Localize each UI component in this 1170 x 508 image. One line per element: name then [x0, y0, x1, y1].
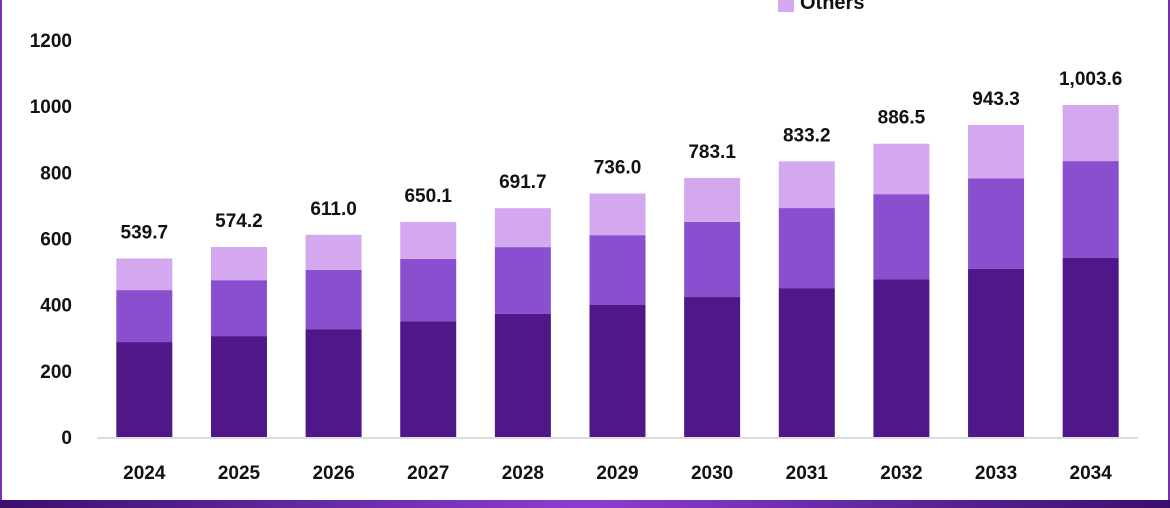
bar-segment-series-2 [210, 280, 267, 337]
bar-segment-series-1 [1062, 258, 1119, 437]
bar-segment-others [968, 124, 1025, 179]
bar-segment-series-1 [684, 297, 741, 437]
bar-segment-series-2 [305, 269, 362, 330]
bar-segment-series-1 [494, 313, 551, 437]
bar-segment-series-2 [778, 208, 835, 289]
bar-segment-others [305, 234, 362, 270]
total-data-label: 886.5 [878, 108, 926, 129]
y-tick-label: 800 [40, 163, 72, 184]
x-tick-label: 2032 [880, 463, 922, 484]
bar-segment-series-2 [494, 247, 551, 314]
x-tick-label: 2033 [975, 463, 1017, 484]
bar-segment-others [116, 258, 173, 291]
bar-segment-others [778, 161, 835, 209]
x-tick-label: 2029 [596, 463, 638, 484]
total-data-label: 611.0 [310, 199, 357, 220]
bar-segment-series-1 [968, 268, 1025, 437]
total-data-label: 650.1 [404, 186, 452, 207]
bar-segment-others [873, 143, 930, 195]
bar-segment-series-1 [305, 329, 362, 437]
bar-segment-others [589, 193, 646, 236]
y-tick-label: 600 [40, 230, 72, 251]
total-data-label: 691.7 [499, 172, 547, 193]
total-data-label: 539.7 [121, 222, 169, 243]
y-tick-label: 1000 [30, 97, 72, 118]
bar-segment-others [1062, 104, 1119, 162]
bar-segment-others [684, 177, 741, 222]
total-data-label: 1,003.6 [1059, 69, 1122, 90]
bar-segment-series-1 [116, 342, 173, 437]
bar-segment-series-2 [873, 194, 930, 280]
x-tick-label: 2027 [407, 463, 449, 484]
y-tick-label: 400 [40, 296, 72, 317]
legend-swatch-others [778, 0, 794, 12]
y-tick-label: 1200 [30, 31, 72, 52]
bar-segment-series-1 [400, 321, 457, 437]
bar-segment-series-1 [589, 304, 646, 437]
x-tick-label: 2034 [1070, 463, 1113, 484]
x-tick-label: 2025 [218, 463, 261, 484]
total-data-label: 943.3 [972, 89, 1020, 110]
x-tick-label: 2026 [312, 463, 354, 484]
bottom-strip [0, 500, 1170, 508]
x-tick-label: 2031 [786, 463, 829, 484]
total-data-label: 833.2 [783, 125, 831, 146]
legend: Others [778, 0, 864, 15]
x-tick-label: 2024 [123, 463, 166, 484]
y-tick-label: 200 [40, 362, 72, 383]
y-tick-label: 0 [61, 428, 72, 449]
bar-segment-series-2 [589, 235, 646, 305]
total-data-label: 574.2 [215, 211, 263, 232]
bar-segment-others [210, 247, 267, 281]
bar-segment-others [494, 208, 551, 248]
bar-segment-series-2 [968, 178, 1025, 269]
total-data-label: 783.1 [688, 142, 736, 163]
bar-segment-others [400, 221, 457, 260]
bar-segment-series-2 [116, 290, 173, 343]
x-tick-label: 2030 [691, 463, 733, 484]
x-tick-label: 2028 [502, 463, 544, 484]
legend-label-others: Others [800, 0, 865, 14]
bar-segment-series-2 [684, 221, 741, 298]
bar-segment-series-1 [873, 279, 930, 437]
bar-segment-series-2 [400, 259, 457, 322]
total-data-label: 736.0 [594, 158, 642, 179]
bar-segment-series-1 [210, 336, 267, 437]
bar-segment-series-1 [778, 288, 835, 437]
bar-segment-series-2 [1062, 161, 1119, 259]
